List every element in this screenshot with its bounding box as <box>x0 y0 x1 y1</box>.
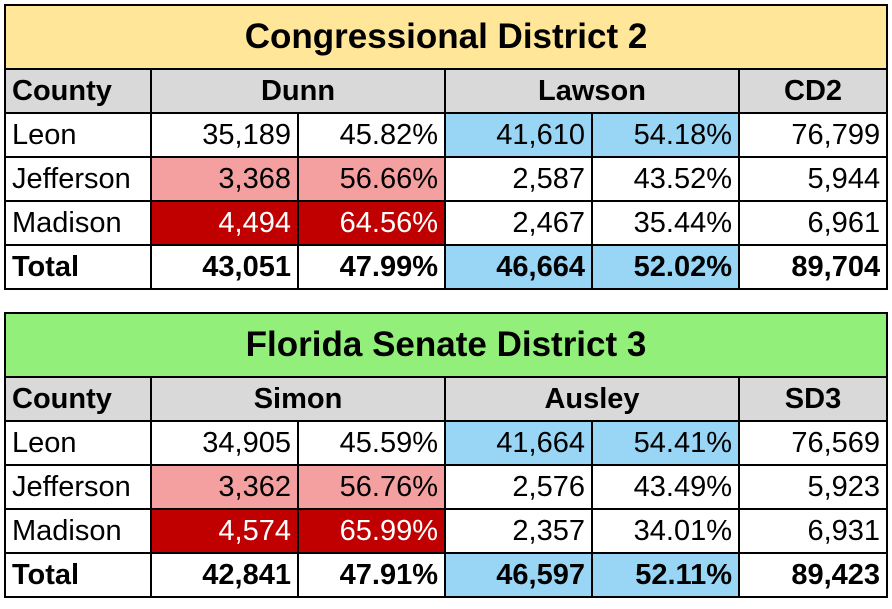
c2-pct: 52.02% <box>591 244 740 290</box>
c1-votes: 3,368 <box>150 156 299 202</box>
c1-pct: 65.99% <box>297 508 446 554</box>
candidate-2-header: Lawson <box>444 68 740 114</box>
c2-pct: 43.49% <box>591 464 740 510</box>
c1-pct: 45.82% <box>297 112 446 158</box>
c1-votes: 43,051 <box>150 244 299 290</box>
c1-pct: 47.99% <box>297 244 446 290</box>
table-row: Jefferson 3,362 56.76% 2,576 43.49% 5,92… <box>4 464 889 510</box>
row-total: 5,944 <box>737 156 889 202</box>
c2-pct: 54.41% <box>591 420 740 466</box>
c2-votes: 2,576 <box>444 464 593 510</box>
county-name: Madison <box>4 200 152 246</box>
table-row: Leon 35,189 45.82% 41,610 54.18% 76,799 <box>4 112 889 158</box>
candidate-1-header: Dunn <box>150 68 446 114</box>
c2-votes: 2,357 <box>444 508 593 554</box>
table-row: Leon 34,905 45.59% 41,664 54.41% 76,569 <box>4 420 889 466</box>
c2-pct: 43.52% <box>591 156 740 202</box>
c2-votes: 46,597 <box>444 552 593 598</box>
county-header: County <box>4 376 152 422</box>
header-row: County Dunn Lawson CD2 <box>4 68 889 114</box>
row-total: 89,704 <box>737 244 889 290</box>
row-total: 5,923 <box>737 464 889 510</box>
c2-votes: 41,664 <box>444 420 593 466</box>
table-row: Madison 4,574 65.99% 2,357 34.01% 6,931 <box>4 508 889 554</box>
c2-pct: 35.44% <box>591 200 740 246</box>
candidate-2-header: Ausley <box>444 376 740 422</box>
c1-pct: 56.66% <box>297 156 446 202</box>
total-header: SD3 <box>737 376 889 422</box>
c2-votes: 2,467 <box>444 200 593 246</box>
c1-pct: 47.91% <box>297 552 446 598</box>
county-name: Jefferson <box>4 464 152 510</box>
county-name: Total <box>4 244 152 290</box>
total-row: Total 43,051 47.99% 46,664 52.02% 89,704 <box>4 244 889 290</box>
c1-pct: 56.76% <box>297 464 446 510</box>
county-name: Madison <box>4 508 152 554</box>
table-title: Florida Senate District 3 <box>3 312 889 378</box>
c1-pct: 64.56% <box>297 200 446 246</box>
row-total: 76,799 <box>737 112 889 158</box>
c2-pct: 54.18% <box>591 112 740 158</box>
county-name: Leon <box>4 112 152 158</box>
c1-votes: 4,574 <box>150 508 299 554</box>
row-total: 76,569 <box>737 420 889 466</box>
c1-pct: 45.59% <box>297 420 446 466</box>
candidate-1-header: Simon <box>150 376 446 422</box>
c2-pct: 52.11% <box>591 552 740 598</box>
county-name: Total <box>4 552 152 598</box>
row-total: 6,931 <box>737 508 889 554</box>
county-header: County <box>4 68 152 114</box>
total-row: Total 42,841 47.91% 46,597 52.11% 89,423 <box>4 552 889 598</box>
c1-votes: 34,905 <box>150 420 299 466</box>
header-row: County Simon Ausley SD3 <box>4 376 889 422</box>
row-total: 6,961 <box>737 200 889 246</box>
cd2-results-table: Congressional District 2 County Dunn Law… <box>3 4 889 290</box>
table-title: Congressional District 2 <box>3 4 889 70</box>
table-row: Madison 4,494 64.56% 2,467 35.44% 6,961 <box>4 200 889 246</box>
c1-votes: 42,841 <box>150 552 299 598</box>
c1-votes: 35,189 <box>150 112 299 158</box>
table-row: Jefferson 3,368 56.66% 2,587 43.52% 5,94… <box>4 156 889 202</box>
c2-pct: 34.01% <box>591 508 740 554</box>
c1-votes: 3,362 <box>150 464 299 510</box>
sd3-results-table: Florida Senate District 3 County Simon A… <box>3 312 889 598</box>
county-name: Jefferson <box>4 156 152 202</box>
c2-votes: 46,664 <box>444 244 593 290</box>
total-header: CD2 <box>737 68 889 114</box>
row-total: 89,423 <box>737 552 889 598</box>
county-name: Leon <box>4 420 152 466</box>
c1-votes: 4,494 <box>150 200 299 246</box>
c2-votes: 2,587 <box>444 156 593 202</box>
c2-votes: 41,610 <box>444 112 593 158</box>
